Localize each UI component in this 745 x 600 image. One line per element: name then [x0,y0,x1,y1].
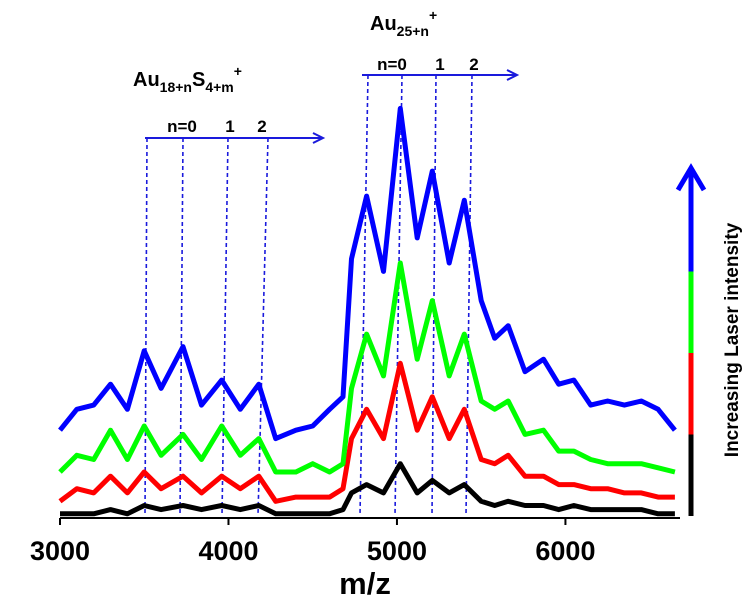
spectrum-line [58,260,676,475]
dashed-line [431,74,437,516]
intensity-arrow-head [675,163,707,192]
n-label: 2 [469,55,478,74]
annotation: Au18+nS4+m+ [133,63,242,95]
arrow-head [506,69,520,81]
dashed-line [144,137,148,516]
dashed-line [394,74,403,516]
x-tick-label: 5000 [367,536,427,566]
annotation: Au25+n+ [370,7,437,39]
x-tick-label: 3000 [30,536,90,566]
arrow-head [312,132,326,144]
annotation-part: 4+m [205,79,233,95]
spectrum-line [58,360,675,504]
n-label: 2 [257,117,266,136]
x-axis-label: m/z [339,566,391,600]
dashed-line [221,137,229,516]
dashed-line [179,137,184,516]
x-tick-label: 4000 [198,536,258,566]
n-label: 1 [225,117,234,136]
x-tick-label: 6000 [535,536,595,566]
annotation-part: S [192,69,205,91]
spectrum-line [58,105,677,442]
dashed-line [359,74,369,516]
side-label: Increasing Laser intensity [722,222,743,457]
annotation-part: 25+n [397,23,429,39]
n-label: n=0 [377,55,407,74]
annotation-part: 18+n [160,79,192,95]
n-label: 1 [435,55,444,74]
annotation-part: Au [133,69,160,91]
spectrum-line [60,461,675,517]
annotation-part: + [234,63,242,79]
annotation-part: + [429,7,437,23]
annotation-part: Au [370,13,397,35]
dashed-line [465,74,473,516]
n-label: n=0 [167,117,197,136]
